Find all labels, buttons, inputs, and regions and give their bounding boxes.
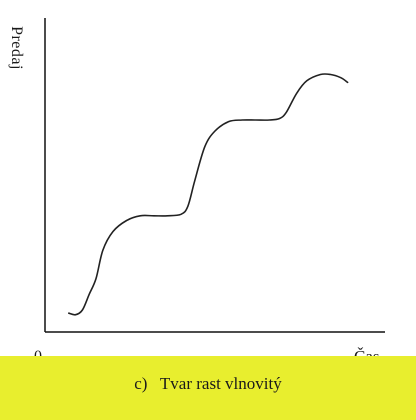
caption-label: c): [134, 374, 148, 393]
sales-curve: [68, 73, 349, 316]
caption-band: [0, 356, 416, 420]
figure-caption: c) Tvar rast vlnovitý: [0, 374, 416, 394]
caption-spacer: [147, 374, 159, 393]
line-chart: [44, 18, 385, 333]
caption-text: Tvar rast vlnovitý: [159, 374, 282, 393]
y-axis-label: Predaj: [8, 26, 25, 70]
